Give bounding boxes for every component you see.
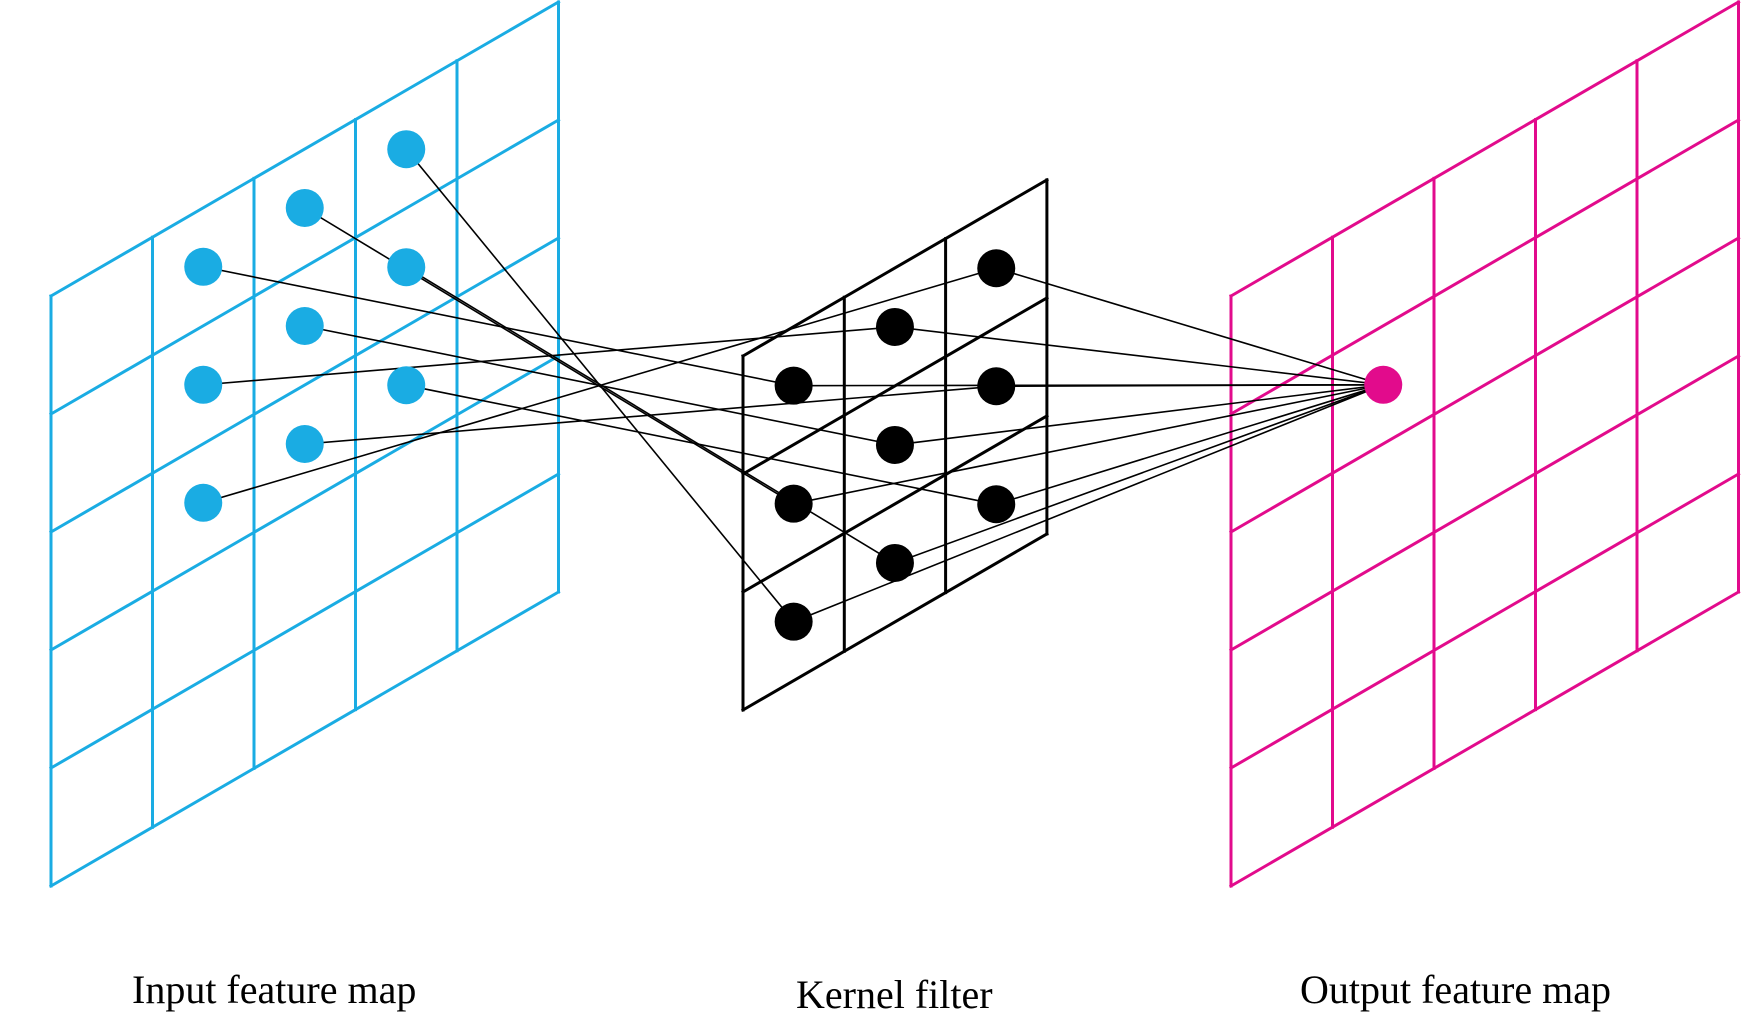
kernel-node-dot bbox=[774, 602, 813, 641]
node-dots bbox=[184, 130, 1403, 641]
kernel-node-dot bbox=[774, 484, 813, 523]
input-to-kernel-line bbox=[405, 148, 795, 623]
kernel-node-dot bbox=[977, 485, 1016, 524]
input-node-dot bbox=[285, 189, 324, 227]
output-grid-row-line bbox=[1228, 589, 1741, 889]
kernel-to-output-line bbox=[894, 383, 1385, 446]
kernel-node-dot bbox=[977, 249, 1016, 288]
kernel-to-output-line bbox=[995, 383, 1385, 506]
input-grid-row-line bbox=[48, 589, 561, 889]
output-grid-row-line bbox=[1228, 471, 1741, 771]
output-grid-row-line bbox=[1228, 353, 1741, 653]
input-node-dot bbox=[285, 425, 324, 463]
kernel-node-dot bbox=[875, 307, 914, 346]
input-feature-map-caption: Input feature map bbox=[132, 967, 417, 1012]
output-grid-row-line bbox=[1228, 117, 1741, 417]
input-node-dot bbox=[184, 365, 223, 404]
kernel-grid-row-line bbox=[740, 531, 1049, 713]
kernel-to-output-line bbox=[893, 383, 1385, 564]
input-grid-row-line bbox=[48, 0, 561, 299]
kernel-to-output-line bbox=[995, 267, 1385, 386]
kernel-to-output-line bbox=[792, 383, 1385, 623]
kernel-grid-row-line bbox=[740, 177, 1049, 359]
input-to-kernel-line bbox=[202, 265, 795, 387]
output-grid-row-line bbox=[1228, 235, 1741, 535]
kernel-node-dot bbox=[774, 366, 813, 405]
input-to-kernel-line bbox=[405, 266, 897, 565]
input-node-dot bbox=[387, 130, 426, 169]
input-node-dot bbox=[387, 248, 426, 287]
input-grid-row-line bbox=[48, 117, 561, 417]
input-grid-row-line bbox=[48, 353, 561, 653]
output-feature-map-caption: Output feature map bbox=[1300, 967, 1611, 1012]
output-grid-row-line bbox=[1228, 0, 1741, 299]
input-grid-row-line bbox=[48, 471, 561, 771]
kernel-node-dot bbox=[875, 543, 914, 582]
input-feature-map-grid bbox=[48, 0, 561, 889]
kernel-to-output-line bbox=[995, 383, 1385, 388]
kernel-node-dot bbox=[977, 367, 1016, 406]
input-to-kernel-line bbox=[405, 384, 998, 506]
output-feature-map-grid bbox=[1228, 0, 1741, 889]
output-node-dot bbox=[1364, 365, 1403, 404]
connection-lines bbox=[202, 148, 1385, 623]
input-node-dot bbox=[285, 307, 324, 345]
input-node-dot bbox=[387, 366, 426, 405]
input-node-dot bbox=[184, 247, 223, 286]
kernel-node-dot bbox=[875, 425, 914, 464]
input-node-dot bbox=[184, 483, 223, 522]
kernel-grid-row-line bbox=[740, 413, 1049, 595]
kernel-to-output-line bbox=[894, 326, 1385, 386]
kernel-filter-caption: Kernel filter bbox=[796, 972, 993, 1017]
input-to-kernel-line bbox=[303, 206, 795, 505]
input-grid-row-line bbox=[48, 235, 561, 535]
